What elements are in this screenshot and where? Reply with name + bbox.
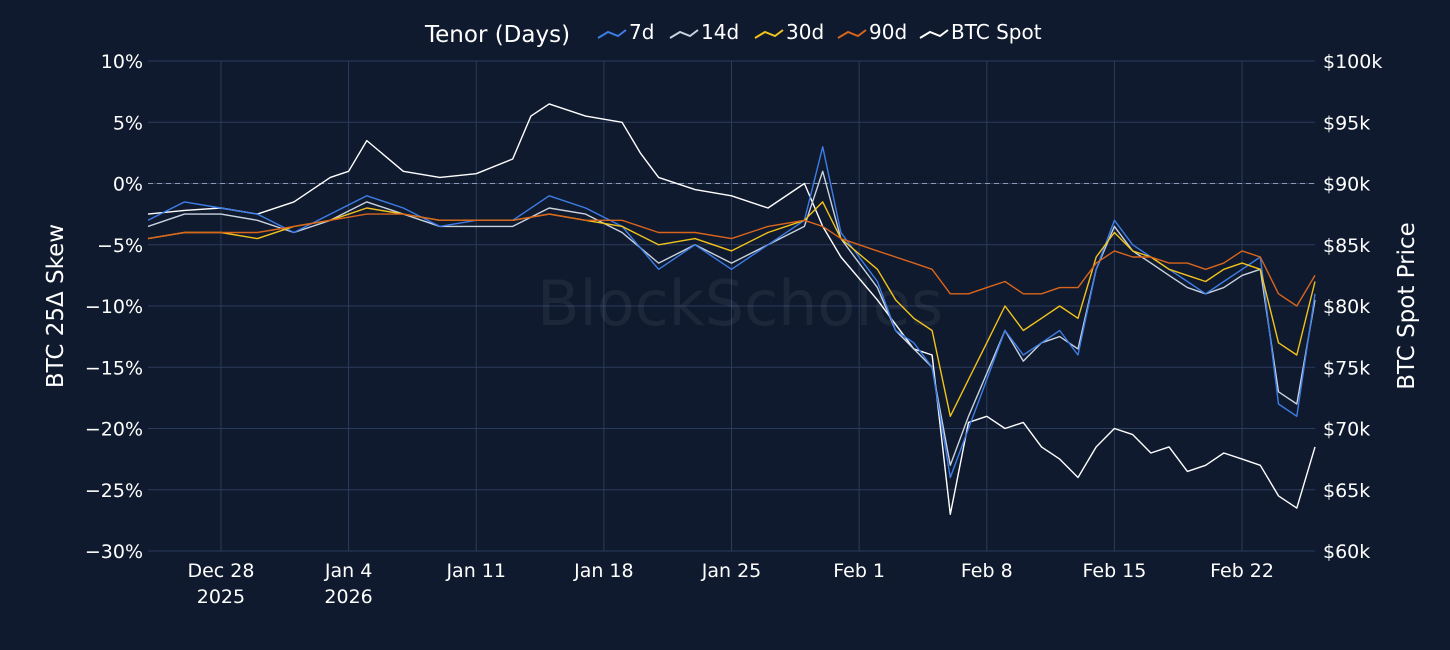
- x-tick-label: Dec 28: [187, 560, 254, 582]
- legend-swatch: [837, 29, 867, 39]
- y2-tick-label: $60k: [1323, 541, 1370, 563]
- plot-grid: [148, 60, 1315, 552]
- left-axis: 10% 5% 0% −5% −10% −15% −20% −25% −30%: [85, 51, 143, 563]
- series-line-btc-spot: [147, 103, 1316, 515]
- legend-title: Tenor (Days): [424, 22, 570, 48]
- y-tick-label: 5%: [113, 112, 143, 134]
- y-tick-label: −15%: [85, 357, 143, 379]
- legend-item-label: BTC Spot: [951, 20, 1042, 44]
- series-line-14d: [147, 170, 1316, 466]
- y2-tick-label: $80k: [1323, 296, 1370, 318]
- series-layer: [147, 103, 1316, 515]
- series-line-90d: [147, 213, 1316, 307]
- x-tick-label: Feb 22: [1210, 560, 1274, 582]
- legend-swatch: [919, 29, 949, 39]
- right-axis: $100k $95k $90k $85k $80k $75k $70k $65k $60k: [1323, 51, 1382, 563]
- y-tick-label: −5%: [97, 235, 143, 257]
- y-tick-label: 0%: [113, 174, 143, 196]
- legend: Tenor (Days) 7d 14d 30d 90d BTC Spot: [424, 20, 1042, 48]
- x-tick-label: Feb 15: [1082, 560, 1146, 582]
- legend-swatch: [597, 29, 627, 39]
- y-tick-label: −25%: [85, 480, 143, 502]
- legend-item-label: 30d: [786, 20, 824, 44]
- y-tick-label: −20%: [85, 419, 143, 441]
- y-tick-label: 10%: [101, 51, 143, 73]
- x-tick-year-label: 2026: [324, 586, 372, 608]
- y2-tick-label: $85k: [1323, 235, 1370, 257]
- legend-item-label: 90d: [869, 20, 907, 44]
- y2-tick-label: $70k: [1323, 419, 1370, 441]
- x-tick-label: Jan 4: [324, 560, 372, 582]
- y2-tick-label: $75k: [1323, 357, 1370, 379]
- y-tick-label: −10%: [85, 296, 143, 318]
- x-tick-label: Jan 25: [701, 560, 762, 582]
- y2-tick-label: $100k: [1323, 51, 1382, 73]
- y-axis-title: BTC 25Δ Skew: [43, 224, 69, 388]
- legend-item-label: 14d: [701, 20, 739, 44]
- x-tick-label: Jan 18: [573, 560, 634, 582]
- x-tick-year-label: 2025: [197, 586, 245, 608]
- x-axis: Dec 28 2025 Jan 4 2026 Jan 11 Jan 18 Jan 25 Feb…: [187, 560, 1274, 608]
- legend-swatch: [754, 29, 784, 39]
- x-tick-label: Jan 11: [445, 560, 506, 582]
- y2-tick-label: $65k: [1323, 480, 1370, 502]
- legend-swatch: [669, 29, 699, 39]
- y2-tick-label: $95k: [1323, 112, 1370, 134]
- x-tick-label: Feb 8: [961, 560, 1013, 582]
- y2-axis-title: BTC Spot Price: [1394, 222, 1420, 390]
- y2-tick-label: $90k: [1323, 174, 1370, 196]
- legend-item-label: 7d: [629, 20, 654, 44]
- y-tick-label: −30%: [85, 541, 143, 563]
- x-tick-label: Feb 1: [833, 560, 885, 582]
